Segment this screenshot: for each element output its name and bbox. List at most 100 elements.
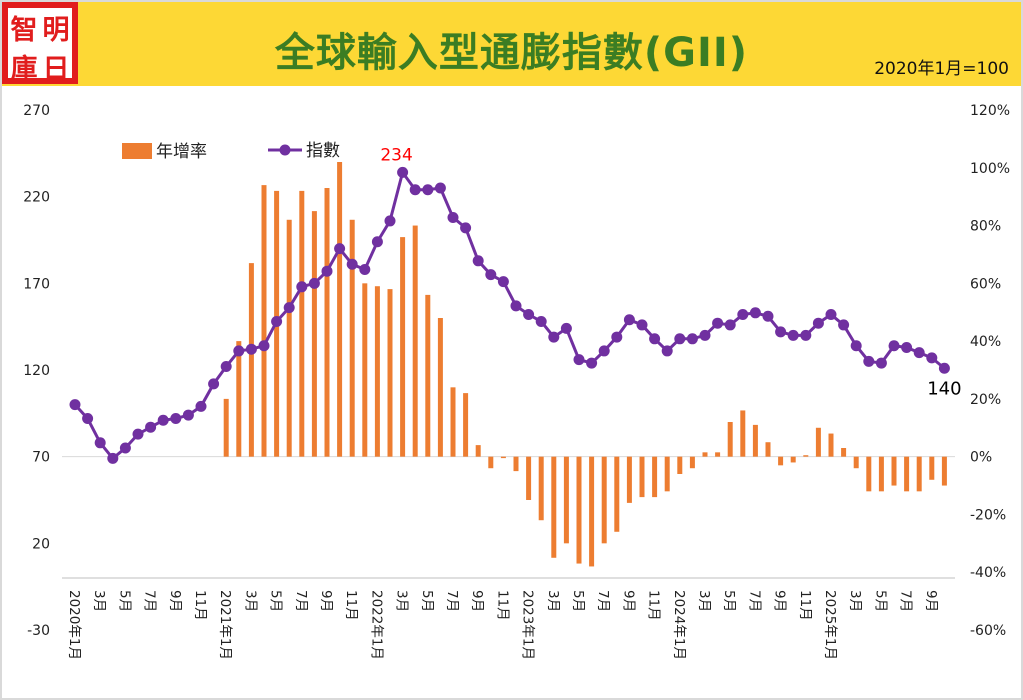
legend-line-label: 指數 xyxy=(306,141,340,161)
growth-bar xyxy=(689,456,695,469)
x-axis-tick: 7月 xyxy=(898,590,914,612)
index-point xyxy=(170,413,182,425)
growth-bar xyxy=(236,341,242,457)
index-point xyxy=(523,309,535,321)
index-point xyxy=(208,378,220,390)
growth-bar xyxy=(916,456,922,492)
x-axis-tick: 7月 xyxy=(293,590,309,612)
logo-char: 庫 xyxy=(10,54,38,85)
index-point xyxy=(636,319,648,331)
index-point xyxy=(69,399,81,411)
growth-bar xyxy=(929,456,935,480)
growth-bar xyxy=(248,263,254,457)
left-axis-tick: 220 xyxy=(23,190,50,206)
index-point xyxy=(913,347,925,359)
index-point xyxy=(397,166,409,178)
index-point xyxy=(283,302,295,314)
growth-bar xyxy=(639,456,645,498)
x-axis-tick: 11月 xyxy=(192,590,208,621)
left-axis-tick: 120 xyxy=(23,363,50,379)
x-axis-tick: 5月 xyxy=(116,590,132,612)
growth-bar xyxy=(500,456,506,459)
legend-bar-label: 年增率 xyxy=(156,142,207,162)
x-axis-tick: 7月 xyxy=(444,590,460,612)
index-point xyxy=(233,345,245,357)
index-point xyxy=(460,222,472,234)
index-point xyxy=(838,319,850,331)
x-axis-tick: 3月 xyxy=(91,590,107,612)
growth-bar xyxy=(475,445,481,457)
growth-bar xyxy=(412,225,418,457)
growth-bar xyxy=(513,456,519,472)
index-point xyxy=(346,258,358,270)
x-axis-tick: 3月 xyxy=(242,590,258,612)
x-axis-tick: 2023年1月 xyxy=(520,590,536,660)
index-point xyxy=(371,236,383,248)
index-point xyxy=(145,421,157,433)
index-point xyxy=(598,345,610,357)
growth-bar xyxy=(324,188,330,457)
index-point xyxy=(825,309,837,321)
right-axis-tick: 80% xyxy=(970,219,1001,235)
growth-bar xyxy=(752,424,758,457)
growth-bar xyxy=(614,456,620,532)
right-axis-tick: 20% xyxy=(970,392,1001,408)
index-point xyxy=(787,329,799,341)
logo-char: 明 xyxy=(42,15,70,46)
right-axis-tick: -20% xyxy=(970,507,1006,523)
growth-bar xyxy=(803,455,809,457)
growth-bar xyxy=(374,286,380,457)
growth-bar xyxy=(778,456,784,466)
x-axis-tick: 3月 xyxy=(847,590,863,612)
growth-bar xyxy=(841,448,847,457)
index-point xyxy=(308,277,320,289)
index-point xyxy=(737,309,749,321)
growth-bar xyxy=(740,410,746,457)
index-point xyxy=(107,452,119,464)
index-point xyxy=(875,357,887,369)
index-point xyxy=(938,362,950,374)
x-axis-tick: 2025年1月 xyxy=(822,590,838,660)
chart-svg: -30 20 70 120 170 220 270 -60% -40% -20% 0% 20% 40% 6… xyxy=(23,103,1010,660)
growth-bar xyxy=(337,162,343,457)
logo-stamp: 智 明 庫 日 xyxy=(2,2,78,85)
growth-bar xyxy=(349,219,355,457)
x-axis-tick: 11月 xyxy=(646,590,662,621)
growth-bar xyxy=(437,318,443,457)
x-axis-tick: 7月 xyxy=(595,590,611,612)
growth-bar xyxy=(652,456,658,498)
growth-bar xyxy=(450,387,456,457)
data-label: 140 xyxy=(927,378,961,399)
index-point xyxy=(296,281,308,293)
growth-bar xyxy=(828,433,834,457)
left-axis-tick: -30 xyxy=(27,623,50,639)
growth-bar xyxy=(400,237,406,457)
growth-bar xyxy=(488,456,494,469)
index-point xyxy=(497,276,509,288)
right-axis-tick: 0% xyxy=(970,450,992,466)
growth-bar xyxy=(941,456,947,486)
index-point xyxy=(535,315,547,327)
growth-bar xyxy=(702,452,708,457)
growth-bar xyxy=(526,456,532,500)
index-point xyxy=(271,315,283,327)
index-point xyxy=(548,331,560,343)
right-axis-tick: 40% xyxy=(970,334,1001,350)
growth-bar xyxy=(589,456,595,567)
growth-bar xyxy=(576,456,582,564)
growth-bar xyxy=(551,456,557,558)
data-label: 234 xyxy=(380,145,412,165)
index-point xyxy=(775,326,787,338)
index-point xyxy=(724,319,736,331)
growth-bar xyxy=(425,294,431,457)
right-axis-tick: 120% xyxy=(970,103,1010,119)
growth-bar xyxy=(815,427,821,457)
x-axis-tick: 9月 xyxy=(469,590,485,612)
x-axis-tick: 5月 xyxy=(570,590,586,612)
growth-bar xyxy=(311,211,317,457)
index-point xyxy=(321,265,333,277)
x-axis-tick: 2022年1月 xyxy=(368,590,384,660)
header-bar: 智 明 庫 日 全球輸入型通膨指數(GII) 2020年1月=100 xyxy=(2,2,1021,86)
growth-bar xyxy=(866,456,872,492)
